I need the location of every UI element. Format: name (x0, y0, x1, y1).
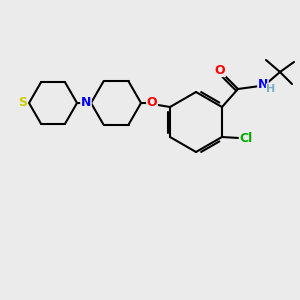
Text: H: H (266, 84, 276, 94)
Text: N: N (81, 97, 91, 110)
Text: S: S (19, 97, 28, 110)
Text: O: O (215, 64, 225, 76)
Text: O: O (147, 97, 157, 110)
Text: N: N (258, 77, 268, 91)
Text: Cl: Cl (239, 133, 253, 146)
